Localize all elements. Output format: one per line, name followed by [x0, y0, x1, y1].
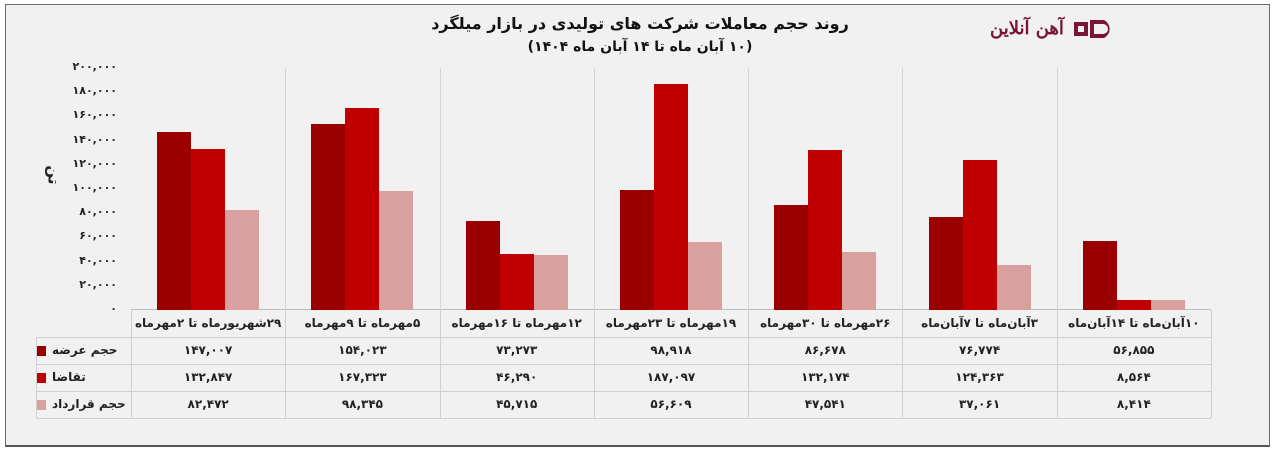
legend-entry: حجم عرضه — [36, 337, 131, 364]
bar-supply — [774, 205, 809, 310]
table-column-divider — [1056, 310, 1058, 418]
y-tick-label: ۲۰۰,۰۰۰ — [72, 60, 117, 73]
table-row-demand: تقاضا ۱۳۲,۸۴۷ ۱۶۷,۳۲۳ ۴۶,۲۹۰ ۱۸۷,۰۹۷ ۱۳۲,۱۷۴ ۱… — [36, 364, 1211, 392]
table-header-row: ۲۹شهریورماه تا ۲مهرماه ۵مهرماه تا ۹مهرماه… — [36, 310, 1211, 338]
table-cell: ۹۸,۳۴۵ — [341, 397, 384, 411]
table-cell: ۸,۴۱۴ — [1116, 397, 1151, 411]
group-separator — [593, 68, 595, 410]
table-cell: ۸۲,۴۷۲ — [187, 397, 229, 411]
table-column-divider — [748, 310, 750, 418]
table-cell: ۱۵۴,۰۲۳ — [338, 343, 387, 357]
bar-demand — [345, 107, 380, 310]
table-cell: ۱۴۷,۰۰۷ — [183, 343, 233, 357]
column-header: ۱۹مهرماه تا ۲۳مهرماه — [605, 316, 737, 330]
y-tick-label: ۸۰,۰۰۰ — [79, 205, 117, 219]
table-row-supply: حجم عرضه ۱۴۷,۰۰۷ ۱۵۴,۰۲۳ ۷۳,۲۷۳ ۹۸,۹۱۸ ۸۶,۶۷۸… — [36, 337, 1211, 365]
bar-demand — [191, 149, 226, 310]
table-column-divider — [131, 310, 132, 418]
column-header: ۲۹شهریورماه تا ۲مهرماه — [134, 316, 282, 330]
table-cell: ۳۷,۰۶۱ — [958, 397, 1001, 411]
y-tick-label: ۱۸۰,۰۰۰ — [72, 84, 117, 98]
bar-contract — [225, 210, 260, 310]
table-cell: ۸۶,۶۷۸ — [804, 343, 846, 357]
table-column-divider — [593, 310, 595, 418]
table-column-divider — [902, 310, 904, 418]
y-tick-label: ۱۴۰,۰۰۰ — [72, 132, 117, 146]
table-cell: ۹۸,۹۱۸ — [650, 343, 692, 357]
bar-supply — [465, 221, 500, 310]
table-cell: ۴۶,۲۹۰ — [496, 370, 538, 384]
y-tick-label: ۱۶۰,۰۰۰ — [72, 108, 117, 122]
table-cell: ۷۶,۷۷۴ — [958, 343, 1001, 357]
bar-contract — [996, 265, 1031, 310]
legend-label: حجم عرضه — [52, 343, 118, 357]
table-column-divider — [439, 310, 441, 418]
logo-mark-icon — [1072, 16, 1116, 40]
y-tick-label: ۱۲۰,۰۰۰ — [72, 156, 117, 170]
table-cell: ۱۲۴,۳۶۳ — [955, 370, 1004, 384]
table-cell: ۵۶,۸۵۵ — [1113, 343, 1155, 357]
table-cell: ۴۷,۵۴۱ — [804, 397, 846, 411]
bar-supply — [928, 217, 963, 310]
table-row-contract: حجم قرارداد ۸۲,۴۷۲ ۹۸,۳۴۵ ۴۵,۷۱۵ ۵۶,۶۰۹ ۴۷,۵۴… — [36, 391, 1211, 419]
column-header: ۵مهرماه تا ۹مهرماه — [304, 316, 421, 330]
column-header: ۳آبان‌ماه تا ۷آبان‌ماه — [921, 316, 1038, 330]
bar-contract — [1150, 299, 1185, 310]
legend-swatch-icon — [36, 399, 46, 410]
group-separator — [902, 68, 904, 410]
bar-contract — [842, 252, 877, 310]
table-cell: ۱۳۲,۱۷۴ — [801, 370, 850, 384]
column-header: ۱۰آبان‌ماه تا ۱۴آبان‌ماه — [1068, 316, 1200, 330]
bar-contract — [379, 191, 414, 310]
bar-supply — [1082, 241, 1117, 310]
column-header: ۱۲مهرماه تا ۱۶مهرماه — [451, 316, 582, 330]
bar-supply — [157, 132, 192, 310]
logo-text: آهن آنلاین — [990, 17, 1064, 39]
legend-entry: حجم قرارداد — [36, 391, 131, 418]
table-cell: ۱۳۲,۸۴۷ — [183, 370, 233, 384]
table-cell: ۱۶۷,۳۲۳ — [338, 370, 387, 384]
group-separator — [1056, 68, 1058, 410]
bar-demand — [808, 150, 843, 310]
table-cell: ۸,۵۶۴ — [1116, 370, 1151, 384]
bar-supply — [311, 123, 346, 310]
bar-demand — [962, 159, 997, 310]
bar-demand — [1116, 299, 1151, 310]
group-separator — [748, 68, 750, 410]
y-tick-label: ۴۰,۰۰۰ — [79, 253, 117, 267]
chart-subtitle: (۱۰ آبان ماه تا ۱۴ آبان ماه ۱۴۰۴) — [527, 39, 753, 55]
y-axis-label: تن — [44, 165, 63, 185]
table-column-divider — [1211, 310, 1212, 418]
group-separator — [439, 68, 441, 410]
bar-contract — [533, 254, 568, 310]
table-cell: ۱۸۷,۰۹۷ — [646, 370, 696, 384]
table-column-divider — [285, 310, 287, 418]
legend-swatch-icon — [36, 345, 46, 356]
chart-title: روند حجم معاملات شرکت های تولیدی در بازا… — [431, 14, 849, 33]
legend-label: تقاضا — [52, 370, 86, 384]
group-separator — [285, 68, 287, 410]
y-tick-label: ۰ — [110, 302, 117, 315]
plot-area — [131, 68, 1211, 410]
table-cell: ۵۶,۶۰۹ — [650, 397, 692, 411]
bar-contract — [688, 241, 722, 310]
legend-label: حجم قرارداد — [52, 397, 126, 411]
column-header: ۲۶مهرماه تا ۳۰مهرماه — [760, 316, 891, 330]
bar-supply — [620, 190, 654, 310]
table-cell: ۷۳,۲۷۳ — [496, 343, 538, 357]
y-tick-label: ۶۰,۰۰۰ — [79, 229, 117, 243]
y-tick-label: ۱۰۰,۰۰۰ — [72, 181, 117, 194]
legend-entry: تقاضا — [36, 364, 131, 391]
bar-demand — [654, 83, 688, 310]
table-cell: ۴۵,۷۱۵ — [496, 397, 538, 411]
table-left-border — [36, 337, 37, 418]
y-tick-label: ۲۰,۰۰۰ — [79, 277, 117, 291]
brand-logo: آهن آنلاین — [990, 14, 1190, 42]
legend-swatch-icon — [36, 372, 46, 383]
bar-demand — [499, 254, 534, 310]
